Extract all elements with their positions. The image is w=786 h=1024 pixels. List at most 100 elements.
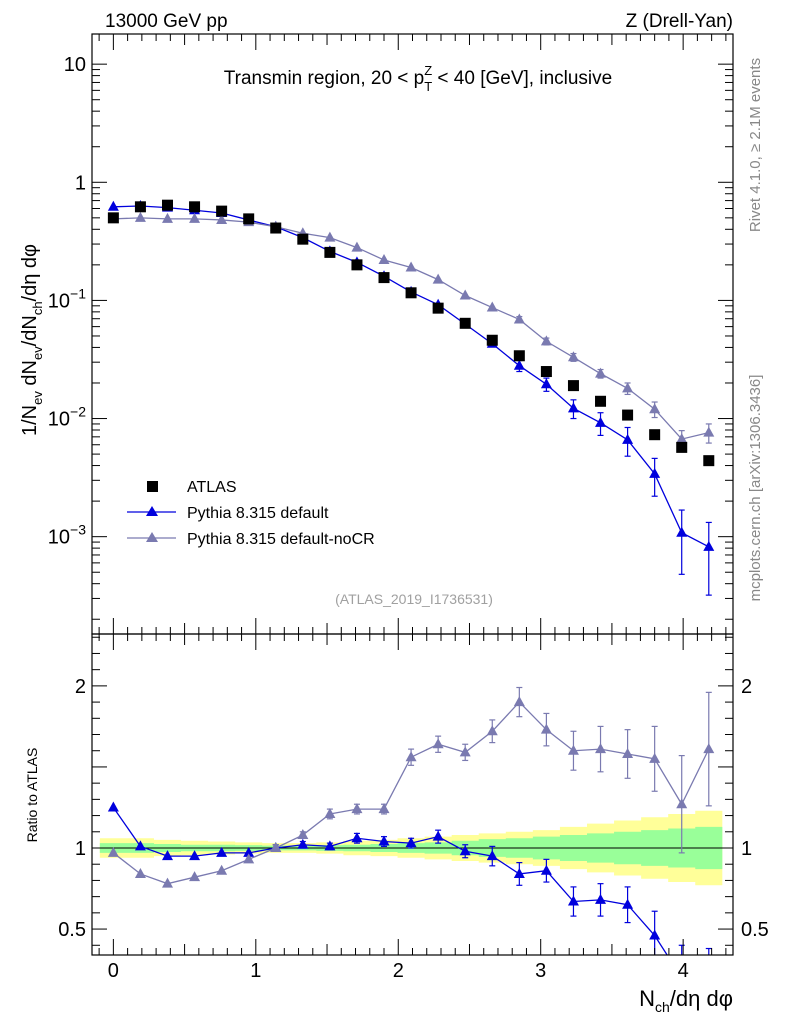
axes: 10 1 10−1 10−2 10−3 2 2 1 1 0.5 0.5 0 1 2 3 4	[48, 33, 769, 982]
ratio-point	[216, 864, 228, 875]
ratio-point	[459, 845, 471, 856]
main-point	[243, 213, 255, 225]
ratio-point	[297, 838, 309, 849]
main-point	[405, 261, 417, 272]
ratio-point	[161, 850, 173, 861]
main-point	[134, 201, 146, 213]
ratio-frame	[91, 633, 734, 956]
main-title: Transmin region, 20 < pTZ < 40 [GeV], in…	[224, 63, 612, 94]
main-point	[622, 409, 634, 421]
ratio-point	[378, 835, 390, 846]
main-point	[351, 259, 363, 271]
main-plot	[107, 199, 715, 596]
legend-label-default: Pythia 8.315 default	[187, 505, 329, 522]
ratio-point	[513, 867, 525, 878]
ratio-series-nocr	[107, 686, 715, 888]
main-point	[405, 287, 417, 299]
main-point	[351, 241, 363, 252]
ratio-point	[243, 853, 255, 864]
ratio-point	[270, 842, 282, 852]
main-y-tick-label: 1	[75, 172, 86, 194]
ratio-y-axis-label: Ratio to ATLAS	[24, 748, 40, 843]
main-point	[676, 441, 688, 453]
legend-marker-atlas	[147, 481, 158, 492]
x-tick-label: 2	[393, 960, 404, 982]
x-tick-label: 1	[250, 960, 261, 982]
main-point	[297, 233, 309, 245]
main-point	[161, 199, 173, 211]
ratio-point	[622, 747, 634, 758]
ratio-plot	[92, 686, 733, 985]
legend-label-atlas: ATLAS	[187, 479, 237, 496]
main-point	[567, 402, 579, 413]
main-point	[649, 403, 661, 414]
ratio-y-tick-label-right: 0.5	[741, 919, 769, 941]
main-point	[540, 378, 552, 389]
ratio-y-tick-label: 1	[75, 838, 86, 860]
main-point	[378, 253, 390, 264]
main-point	[324, 246, 336, 258]
main-point	[432, 302, 444, 314]
main-point	[324, 231, 336, 242]
ratio-point	[703, 743, 715, 754]
ratio-point	[243, 846, 255, 857]
main-point	[676, 526, 688, 537]
ratio-point	[189, 850, 201, 861]
main-point	[216, 205, 228, 217]
main-point	[486, 301, 498, 312]
ratio-point	[486, 725, 498, 736]
ratio-point	[595, 893, 607, 904]
ratio-point	[622, 898, 634, 909]
main-point	[622, 433, 634, 444]
header-right: Z (Drell-Yan)	[626, 11, 733, 32]
main-point	[107, 200, 119, 211]
main-point	[378, 272, 390, 284]
legend-label-nocr: Pythia 8.315 default-noCR	[187, 531, 375, 548]
main-point	[649, 429, 661, 441]
main-point	[595, 395, 607, 407]
main-point	[486, 334, 498, 346]
ratio-point	[595, 743, 607, 754]
main-point	[216, 213, 228, 224]
ratio-point	[107, 846, 119, 857]
main-point	[622, 382, 634, 393]
main-y-axis-label: 1/Nev dNev/dNch/dη dφ	[19, 244, 45, 436]
ratio-y-tick-label-right: 1	[741, 838, 752, 860]
main-series-atlas	[107, 199, 715, 467]
main-point	[189, 212, 201, 223]
rivet-version-label: Rivet 4.1.0, ≥ 2.1M events	[747, 58, 764, 232]
main-line	[113, 217, 709, 440]
header-left: 13000 GeV pp	[105, 11, 228, 32]
main-point	[459, 289, 471, 300]
ratio-point	[703, 975, 714, 985]
main-y-tick-label: 10−3	[48, 522, 86, 549]
x-axis-label: Nch/dη dφ	[639, 986, 733, 1015]
ratio-point	[432, 830, 444, 841]
ratio-point	[134, 840, 146, 851]
ratio-point	[351, 803, 363, 814]
ratio-point	[161, 877, 173, 888]
ratio-point	[189, 871, 201, 882]
ratio-point	[459, 746, 471, 757]
ratio-point	[649, 929, 661, 940]
main-y-tick-label: 10−1	[48, 285, 86, 312]
ratio-point	[540, 723, 552, 734]
ratio-point	[378, 803, 390, 814]
main-point	[595, 416, 607, 427]
legend-marker-nocr	[146, 532, 158, 542]
ratio-point	[649, 752, 661, 763]
main-point	[703, 426, 715, 437]
main-point	[567, 380, 579, 392]
main-point	[270, 222, 282, 234]
ratio-point	[486, 850, 498, 861]
analysis-id: (ATLAS_2019_I1736531)	[335, 591, 493, 607]
ratio-point	[216, 846, 228, 857]
ratio-point	[107, 801, 119, 812]
main-point	[676, 433, 688, 444]
x-tick-label: 3	[535, 960, 546, 982]
main-point	[703, 540, 715, 551]
main-point	[134, 211, 146, 222]
main-point	[432, 273, 444, 284]
main-point	[513, 350, 525, 362]
